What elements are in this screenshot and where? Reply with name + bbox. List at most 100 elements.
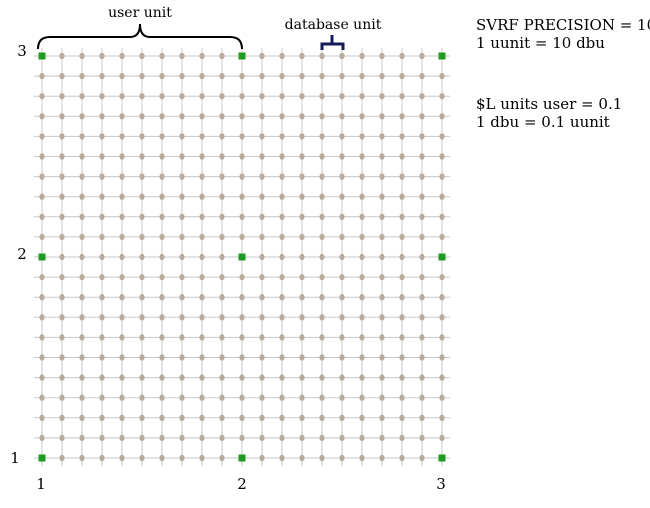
dbu-point: [419, 153, 425, 160]
dbu-point: [319, 334, 325, 341]
dbu-point: [79, 93, 85, 100]
dbu-point: [259, 193, 265, 200]
dbu-point: [379, 394, 385, 401]
dbu-point: [59, 334, 65, 341]
dbu-point: [399, 394, 405, 401]
dbu-point: [359, 113, 365, 120]
dbu-point: [299, 213, 305, 220]
dbu-point: [59, 414, 65, 421]
user-unit-label: user unit: [108, 5, 172, 21]
dbu-point: [99, 394, 105, 401]
dbu-point: [259, 93, 265, 100]
dbu-point: [219, 394, 225, 401]
dbu-point: [319, 314, 325, 321]
dbu-point: [259, 394, 265, 401]
dbu-point: [179, 113, 185, 120]
dbu-point: [139, 233, 145, 241]
dbu-point: [239, 354, 245, 361]
dbu-point: [379, 414, 385, 421]
dbu-point: [259, 454, 265, 462]
dbu-point: [339, 133, 345, 140]
dbu-point: [79, 334, 85, 341]
dbu-point: [99, 133, 105, 140]
dbu-point: [319, 93, 325, 100]
dbu-point: [179, 334, 185, 341]
dbu-point: [39, 354, 45, 361]
dbu-point: [299, 394, 305, 401]
dbu-point: [119, 374, 125, 381]
dbu-point: [139, 434, 145, 442]
dbu-point: [319, 52, 325, 60]
dbu-point: [419, 414, 425, 421]
dbu-point: [379, 113, 385, 120]
dbu-point: [59, 213, 65, 220]
dbu-point: [59, 52, 65, 60]
dbu-point: [119, 314, 125, 321]
dbu-point: [79, 153, 85, 160]
dbu-point: [319, 253, 325, 261]
dbu-point: [419, 133, 425, 140]
dbu-point: [79, 294, 85, 301]
dbu-point: [399, 93, 405, 100]
dbu-point: [379, 434, 385, 442]
dbu-point: [439, 233, 445, 241]
dbu-point: [419, 434, 425, 442]
dbu-point: [119, 454, 125, 462]
dbu-point: [319, 414, 325, 421]
dbu-point: [279, 133, 285, 140]
dbu-point: [419, 72, 425, 80]
dbu-point: [419, 173, 425, 180]
dbu-point: [319, 72, 325, 80]
dbu-point: [159, 233, 165, 241]
dbu-point: [79, 133, 85, 140]
dbu-point: [239, 173, 245, 180]
dbu-point: [159, 93, 165, 100]
dbu-point: [199, 233, 205, 241]
dbu-point: [139, 253, 145, 261]
dbu-point: [79, 113, 85, 120]
dbu-point: [359, 193, 365, 200]
dbu-point: [39, 374, 45, 381]
dbu-point: [259, 113, 265, 120]
dbu-point: [219, 294, 225, 301]
dbu-point: [139, 153, 145, 160]
dbu-point: [399, 233, 405, 241]
dbu-point: [239, 213, 245, 220]
dbu-point: [239, 133, 245, 140]
dbu-point: [439, 394, 445, 401]
dbu-point: [399, 213, 405, 220]
dbu-point: [299, 153, 305, 160]
dbu-point: [59, 72, 65, 80]
dbu-point: [219, 354, 225, 361]
dbu-point: [299, 193, 305, 200]
dbu-point: [399, 253, 405, 261]
dbu-point: [419, 52, 425, 60]
dbu-point: [319, 213, 325, 220]
dbu-point: [279, 314, 285, 321]
dbu-point: [199, 454, 205, 462]
dbu-point: [339, 213, 345, 220]
dbu-point: [39, 334, 45, 341]
dbu-point: [99, 72, 105, 80]
user-unit-point: [238, 52, 246, 60]
dbu-point: [99, 434, 105, 442]
dbu-point: [59, 173, 65, 180]
user-unit-point: [438, 454, 446, 462]
dbu-point: [179, 314, 185, 321]
dbu-point: [219, 434, 225, 442]
dbu-point: [319, 374, 325, 381]
dbu-point: [259, 253, 265, 261]
dbu-point: [239, 414, 245, 421]
dbu-point: [159, 253, 165, 261]
dbu-point: [299, 454, 305, 462]
dbu-point: [39, 434, 45, 442]
y-tick-label: 2: [17, 245, 27, 263]
dbu-point: [339, 273, 345, 281]
dbu-point: [339, 153, 345, 160]
user-unit-point: [238, 253, 246, 261]
dbu-point: [199, 253, 205, 261]
x-tick-label: 1: [36, 475, 46, 493]
dbu-point: [239, 394, 245, 401]
dbu-point: [359, 374, 365, 381]
dbu-point: [139, 273, 145, 281]
